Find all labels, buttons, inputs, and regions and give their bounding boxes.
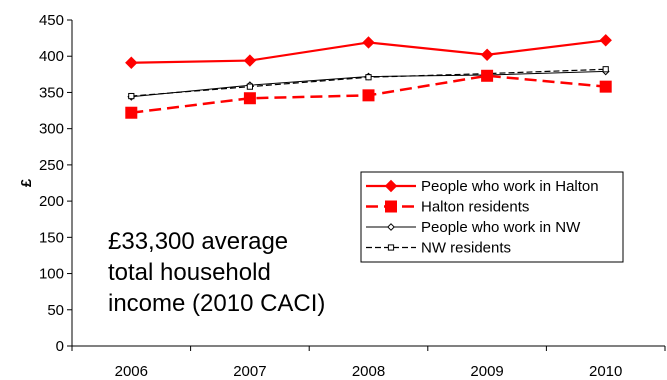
- y-tick-label: 350: [39, 84, 64, 101]
- y-ticks: 0 50 100 150 200 250 300 350 400 450: [39, 12, 72, 355]
- y-tick-label: 400: [39, 48, 64, 65]
- series-1: [125, 69, 612, 119]
- x-ticks: 2006 2007 2008 2009 2010: [71, 346, 666, 380]
- legend-swatch-marker: [387, 244, 395, 251]
- annotation: £33,300 average total household income (…: [108, 226, 368, 319]
- y-tick-label: 100: [39, 266, 64, 283]
- data-point: [480, 48, 494, 61]
- legend-label: Halton residents: [421, 199, 529, 216]
- y-tick-label: 200: [39, 193, 64, 210]
- x-tick-label: 2007: [233, 363, 266, 380]
- y-tick-label: 300: [39, 121, 64, 138]
- series-0: [125, 34, 612, 69]
- data-point: [362, 36, 375, 49]
- data-point: [243, 54, 257, 67]
- x-tick-label: 2008: [352, 363, 385, 380]
- annotation-line-1: £33,300 average: [108, 228, 289, 255]
- axes: [71, 20, 665, 347]
- legend-label: People who work in Halton: [421, 178, 599, 195]
- annotation-line-2: total household: [108, 259, 271, 286]
- y-tick-label: 250: [39, 157, 64, 174]
- legend-swatch-marker: [387, 223, 395, 231]
- legend-item: NW residents: [366, 240, 511, 257]
- data-point: [125, 106, 138, 119]
- y-tick-label: 150: [39, 229, 64, 246]
- legend-item: Halton residents: [366, 199, 529, 216]
- legend: People who work in Halton Halton resident…: [360, 171, 624, 263]
- series-group: [125, 34, 612, 119]
- legend-swatch-marker: [385, 200, 397, 213]
- data-point: [599, 34, 612, 47]
- x-tick-label: 2009: [470, 363, 503, 380]
- data-point: [125, 56, 138, 69]
- y-tick-label: 0: [56, 338, 64, 355]
- data-point: [128, 92, 135, 100]
- data-point: [602, 66, 609, 73]
- data-point: [365, 74, 372, 81]
- annotation-line-3: income (2010 CACI): [108, 290, 326, 317]
- legend-label: People who work in NW: [421, 219, 581, 236]
- y-tick-label: 450: [39, 12, 64, 29]
- legend-item: People who work in NW: [366, 219, 581, 236]
- data-point: [481, 69, 494, 82]
- x-tick-label: 2006: [115, 363, 148, 380]
- y-axis-label: £: [18, 178, 35, 187]
- data-point: [243, 92, 256, 105]
- legend-item: People who work in Halton: [366, 178, 599, 195]
- data-point: [246, 83, 254, 90]
- legend-swatch-marker: [384, 179, 398, 193]
- data-point: [362, 89, 375, 102]
- y-tick-label: 50: [47, 302, 64, 319]
- data-point: [599, 80, 612, 93]
- legend-label: NW residents: [421, 240, 511, 257]
- x-tick-label: 2010: [589, 363, 622, 380]
